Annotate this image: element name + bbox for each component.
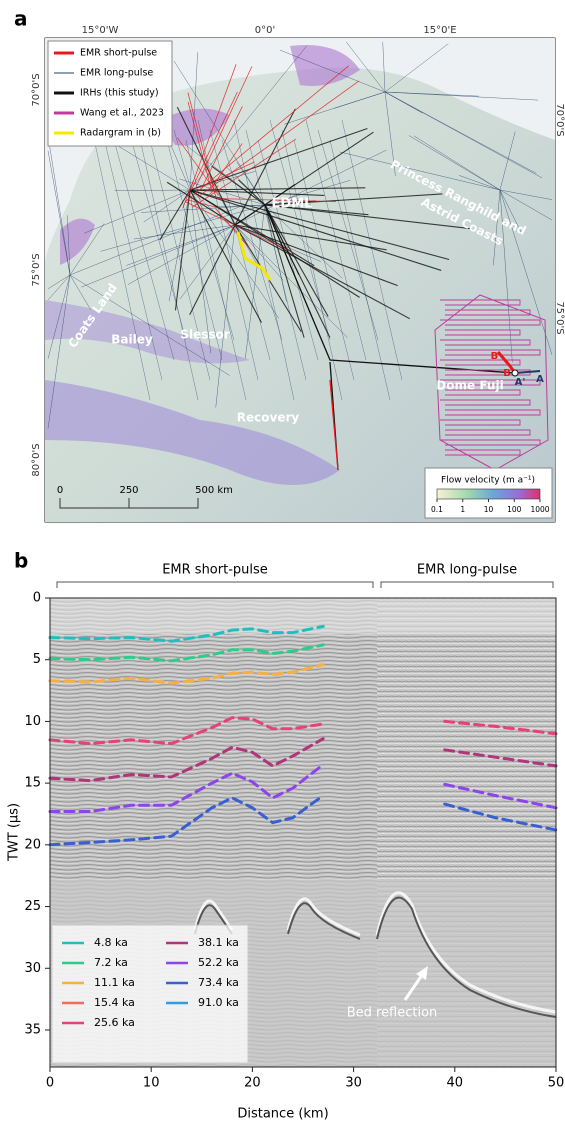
- colorbar: [437, 489, 540, 499]
- y-tick-label: 5: [33, 652, 41, 667]
- colorbar-tick-label: 0.1: [431, 505, 443, 514]
- y-tick-label: 30: [24, 961, 41, 976]
- region-label: Bailey: [111, 333, 153, 347]
- y-axis-label: TWT (µs): [7, 803, 22, 862]
- y-tick-label: 0: [33, 591, 41, 606]
- y-tick-label: 20: [24, 837, 41, 852]
- colorbar-tick-label: 1: [460, 505, 465, 514]
- section-label: EMR long-pulse: [417, 563, 517, 578]
- region-label: Recovery: [237, 411, 300, 425]
- legend-label: 15.4 ka: [94, 996, 135, 1009]
- y-tick-label: 10: [24, 714, 41, 729]
- dome-fuji-site: [512, 370, 518, 376]
- profile-label: B: [503, 368, 511, 379]
- scale-label: 500 km: [195, 485, 233, 496]
- colorbar-title: Flow velocity (m a⁻¹): [441, 476, 535, 486]
- map: 15°0'W 0°0' 15°0'E 70°0'S 75°0'S 80°0'S …: [31, 25, 565, 522]
- section-label: EMR short-pulse: [162, 563, 268, 578]
- legend-label: 38.1 ka: [198, 936, 239, 949]
- legend-label: EMR long-pulse: [80, 68, 153, 79]
- legend-label: IRHs (this study): [80, 88, 159, 99]
- scale-label: 0: [57, 485, 63, 496]
- x-tick-label: 0: [46, 1076, 54, 1091]
- latitude-label: 70°0'S: [554, 103, 565, 136]
- colorbar-tick-label: 1000: [530, 505, 549, 514]
- longitude-label: 0°0': [255, 25, 275, 36]
- legend-label: 25.6 ka: [94, 1016, 135, 1029]
- page: a 15°0'W 0°0' 15°0'E 70°0'S 75°0'S 80°0'…: [0, 0, 565, 1128]
- y-tick-label: 15: [24, 776, 41, 791]
- x-axis-label: Distance (km): [237, 1107, 328, 1122]
- latitude-label: 75°0'S: [31, 253, 42, 286]
- x-tick-label: 20: [244, 1076, 261, 1091]
- legend-label: 52.2 ka: [198, 956, 239, 969]
- panel-label: a: [14, 7, 28, 31]
- profile-label: A: [536, 374, 544, 385]
- legend-label: 91.0 ka: [198, 996, 239, 1009]
- section-bracket: [57, 582, 553, 588]
- longitude-label: 15°0'E: [423, 25, 456, 36]
- scale-label: 250: [119, 485, 138, 496]
- longitude-label: 15°0'W: [82, 25, 119, 36]
- legend-label: 73.4 ka: [198, 976, 239, 989]
- legend-label: 4.8 ka: [94, 936, 128, 949]
- x-tick-label: 40: [447, 1076, 464, 1091]
- surface-zone: [50, 598, 556, 634]
- legend-label: Radargram in (b): [80, 128, 161, 139]
- panel-label: b: [14, 549, 28, 573]
- y-tick-label: 25: [24, 899, 41, 914]
- x-tick-label: 30: [345, 1076, 362, 1091]
- latitude-label: 75°0'S: [554, 301, 565, 334]
- legend-label: Wang et al., 2023: [80, 108, 164, 119]
- legend-label: 7.2 ka: [94, 956, 128, 969]
- x-tick-label: 50: [548, 1076, 565, 1091]
- radargram: Bed reflection 0 5 10 15 20 25 30 35 0 10 20 30 40 50…: [7, 563, 565, 1122]
- region-label: Dome Fuji: [436, 379, 503, 393]
- figure: a 15°0'W 0°0' 15°0'E 70°0'S 75°0'S 80°0'…: [0, 0, 565, 1128]
- region-label: Slessor: [180, 328, 229, 342]
- latitude-label: 80°0'S: [31, 443, 42, 476]
- legend-label: EMR short-pulse: [80, 48, 157, 59]
- colorbar-tick-label: 100: [507, 505, 522, 514]
- legend-label: 11.1 ka: [94, 976, 135, 989]
- colorbar-tick-label: 10: [484, 505, 494, 514]
- annotation: Bed reflection: [347, 1006, 438, 1021]
- profile-label: A': [515, 377, 526, 388]
- profile-label: B': [491, 351, 502, 362]
- y-tick-label: 35: [24, 1022, 41, 1037]
- latitude-label: 70°0'S: [31, 73, 42, 106]
- region-label: EDML: [272, 197, 313, 212]
- x-tick-label: 10: [143, 1076, 160, 1091]
